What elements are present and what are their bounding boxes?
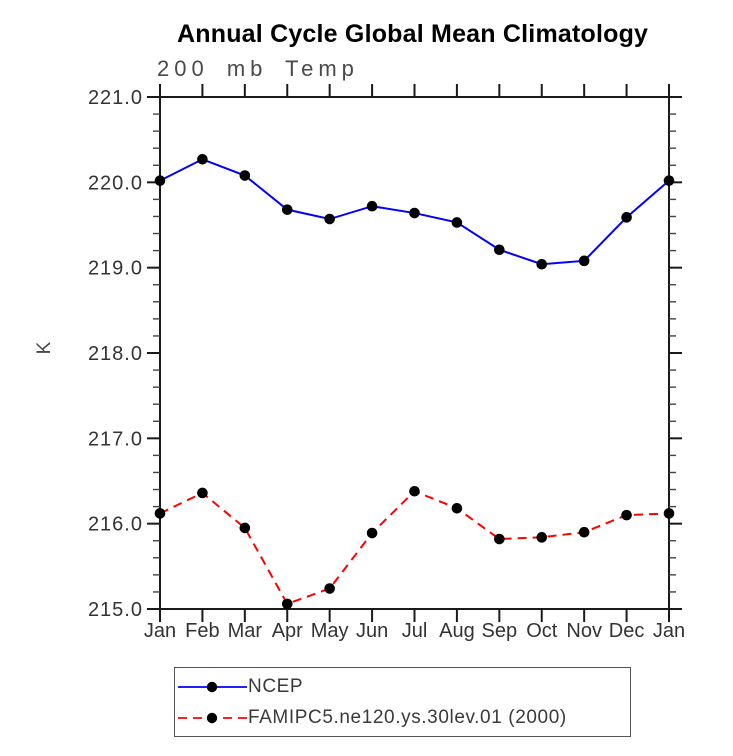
x-tick-label: Mar (228, 620, 263, 642)
data-point (324, 213, 335, 225)
data-point (281, 598, 293, 610)
y-tick-label: 220.0 (88, 172, 143, 194)
data-point (663, 175, 675, 186)
famipc5-line-sample (178, 712, 247, 723)
x-tick-label: Feb (185, 620, 219, 642)
data-point (409, 485, 420, 497)
data-point (324, 583, 335, 594)
x-tick-label: Jun (356, 620, 388, 642)
data-point (281, 204, 293, 215)
x-tick-label: Jan (144, 620, 176, 642)
data-point (663, 508, 675, 519)
data-point (409, 207, 420, 219)
data-point (197, 487, 208, 499)
data-point (239, 170, 251, 181)
series-line-1 (159, 490, 670, 606)
x-tick-label: Sep (482, 620, 518, 642)
data-point (154, 508, 166, 519)
y-tick-label: 217.0 (88, 428, 143, 450)
data-point (366, 200, 378, 212)
famipc5-sample-marker-icon (206, 712, 218, 723)
x-tick-label: Aug (439, 620, 475, 642)
y-tick-label: 218.0 (88, 343, 143, 365)
legend-item-famipc5: FAMIPC5.ne120.ys.30lev.01 (2000) (177, 702, 630, 733)
x-tick-label: Dec (609, 620, 645, 642)
data-point (451, 217, 463, 228)
chart-subtitle: 200 mb Temp (157, 56, 359, 81)
data-point (578, 255, 590, 267)
data-point (621, 509, 632, 521)
y-tick-label: 216.0 (88, 514, 143, 536)
data-point (494, 533, 505, 545)
chart-title: Annual Cycle Global Mean Climatology (177, 20, 649, 48)
legend-item-ncep: NCEP (177, 671, 630, 702)
y-tick-label: 215.0 (88, 599, 143, 621)
ncep-line-sample (178, 681, 247, 692)
data-point (536, 532, 548, 543)
y-axis-label: K (34, 341, 55, 354)
data-point (154, 175, 166, 186)
data-point (239, 522, 251, 534)
ncep-sample-marker-icon (206, 681, 218, 692)
y-tick-label: 219.0 (88, 258, 143, 280)
data-point (578, 526, 590, 538)
x-tick-label: Apr (272, 620, 303, 642)
data-point (494, 244, 505, 256)
legend-label-ncep: NCEP (248, 675, 304, 697)
legend-label-famipc5: FAMIPC5.ne120.ys.30lev.01 (2000) (248, 706, 567, 728)
x-tick-label: Jan (653, 620, 685, 642)
data-point (366, 527, 378, 539)
data-point (621, 212, 632, 223)
y-tick-label: 221.0 (88, 87, 143, 109)
legend: NCEP FAMIPC5.ne120.ys.30lev.01 (2000) (174, 667, 631, 737)
x-tick-label: Jul (402, 620, 428, 642)
x-tick-label: May (311, 620, 349, 642)
x-tick-label: Oct (526, 620, 558, 642)
x-tick-label: Nov (566, 620, 602, 642)
data-point (536, 258, 548, 270)
data-point (197, 153, 208, 165)
data-point (451, 503, 463, 514)
